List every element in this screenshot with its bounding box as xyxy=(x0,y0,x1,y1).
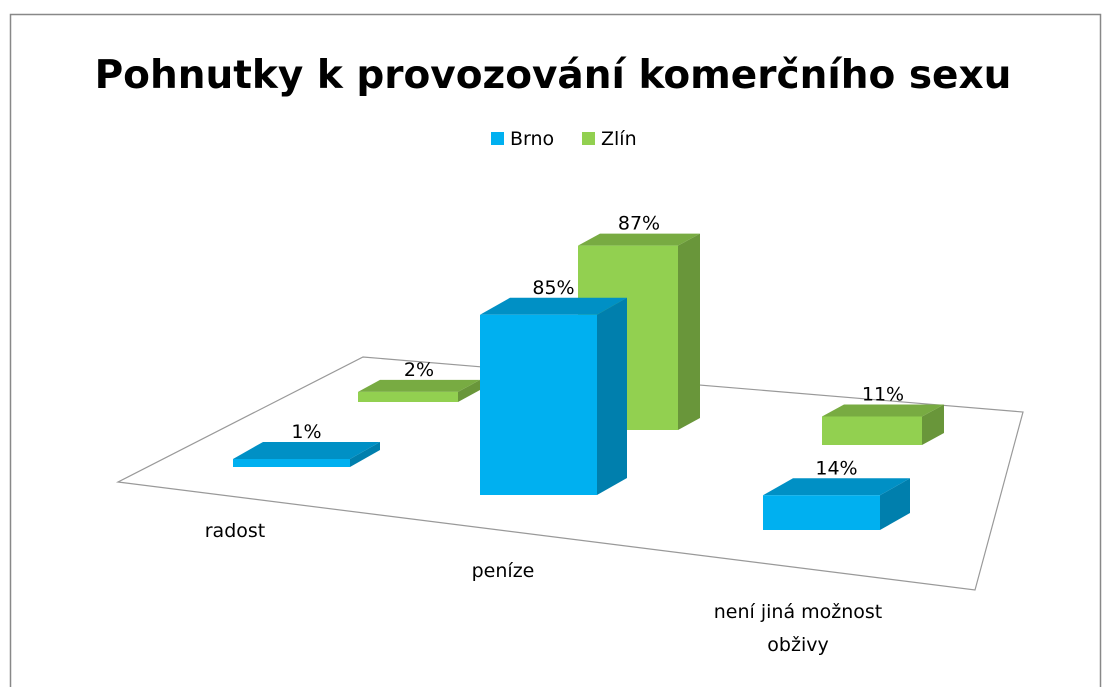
bar-side xyxy=(597,297,627,495)
data-label: 85% xyxy=(532,277,574,299)
bar-top xyxy=(763,478,910,496)
legend-swatch xyxy=(582,132,595,145)
data-label: 1% xyxy=(291,421,321,443)
x-tick-label: není jiná možnost obživy xyxy=(713,601,883,656)
bar-top xyxy=(480,297,627,315)
bar-top xyxy=(822,404,944,417)
bar xyxy=(763,495,880,530)
data-label: 14% xyxy=(815,457,857,479)
x-tick-label: peníze xyxy=(471,560,535,582)
bar-side xyxy=(350,441,380,467)
data-label: 2% xyxy=(404,359,434,381)
bar-top xyxy=(233,441,380,459)
bar-side xyxy=(678,233,700,430)
bar-side xyxy=(880,478,910,530)
x-category: peníze xyxy=(471,560,535,582)
bar-side xyxy=(922,404,944,445)
legend-label: Zlín xyxy=(601,128,637,150)
bar xyxy=(822,416,922,445)
bar xyxy=(358,391,458,402)
legend-label: Brno xyxy=(510,128,554,150)
data-label: 11% xyxy=(862,383,904,405)
bar xyxy=(233,458,350,467)
x-category: radost xyxy=(204,520,266,542)
bar-side xyxy=(458,379,480,402)
bar-top xyxy=(578,233,700,246)
x-tick-label: radost xyxy=(204,520,266,542)
bar xyxy=(480,314,597,495)
bar-top xyxy=(358,379,480,392)
legend-swatch xyxy=(491,132,504,145)
data-label: 87% xyxy=(618,213,660,235)
chart-title: Pohnutky k provozování komerčního sexu xyxy=(95,53,1012,98)
x-category: není jiná možnost obživy xyxy=(713,601,883,656)
